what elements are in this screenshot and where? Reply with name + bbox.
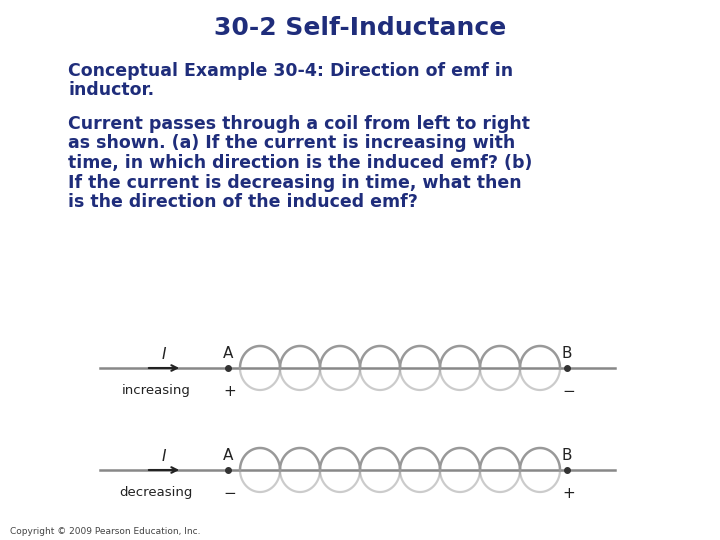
Text: B: B bbox=[562, 347, 572, 361]
Text: A: A bbox=[222, 449, 233, 463]
Text: +: + bbox=[562, 486, 575, 501]
Text: 30-2 Self-Inductance: 30-2 Self-Inductance bbox=[214, 16, 506, 40]
Text: Current passes through a coil from left to right: Current passes through a coil from left … bbox=[68, 115, 530, 133]
Text: −: − bbox=[562, 384, 575, 399]
Text: is the direction of the induced emf?: is the direction of the induced emf? bbox=[68, 193, 418, 211]
Text: B: B bbox=[562, 449, 572, 463]
Text: increasing: increasing bbox=[122, 384, 190, 397]
Text: time, in which direction is the induced emf? (b): time, in which direction is the induced … bbox=[68, 154, 532, 172]
Text: −: − bbox=[224, 486, 236, 501]
Text: Copyright © 2009 Pearson Education, Inc.: Copyright © 2009 Pearson Education, Inc. bbox=[10, 527, 200, 536]
Text: as shown. (a) If the current is increasing with: as shown. (a) If the current is increasi… bbox=[68, 134, 516, 152]
Text: $I$: $I$ bbox=[161, 448, 167, 464]
Text: $I$: $I$ bbox=[161, 346, 167, 362]
Text: A: A bbox=[222, 347, 233, 361]
Text: If the current is decreasing in time, what then: If the current is decreasing in time, wh… bbox=[68, 173, 521, 192]
Text: +: + bbox=[224, 384, 236, 399]
Text: decreasing: decreasing bbox=[120, 486, 193, 499]
Text: Conceptual Example 30-4: Direction of emf in: Conceptual Example 30-4: Direction of em… bbox=[68, 62, 513, 80]
Text: inductor.: inductor. bbox=[68, 81, 154, 99]
